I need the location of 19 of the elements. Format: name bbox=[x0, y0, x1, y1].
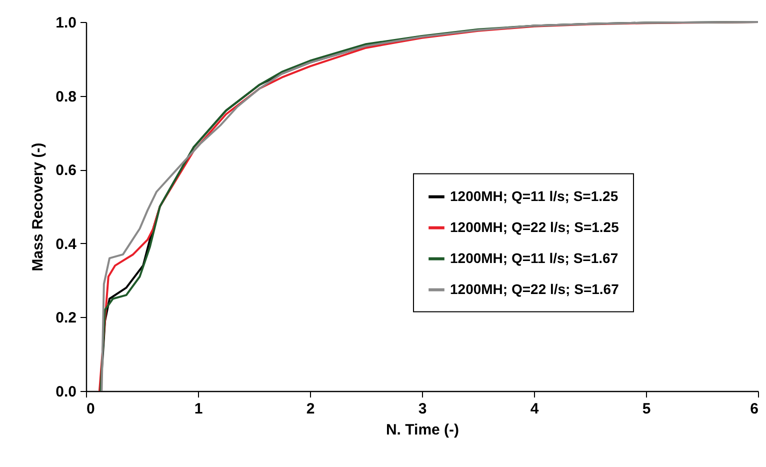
y-axis-title: Mass Recovery (-) bbox=[30, 142, 47, 272]
legend-label: 1200MH; Q=22 l/s; S=1.67 bbox=[450, 280, 620, 297]
x-tick-label: 5 bbox=[642, 400, 651, 418]
x-tick-label: 0 bbox=[86, 400, 95, 418]
y-tick-label: 1.0 bbox=[56, 14, 76, 32]
legend-label: 1200MH; Q=11 l/s; S=1.25 bbox=[450, 188, 618, 204]
y-tick-label: 0.6 bbox=[56, 162, 76, 180]
y-tick-label: 0.2 bbox=[56, 310, 76, 327]
x-tick-label: 1 bbox=[194, 400, 203, 418]
legend-label: 1200MH; Q=22 l/s; S=1.25 bbox=[450, 218, 620, 235]
x-axis-title: N. Time (-) bbox=[386, 422, 460, 438]
y-tick-label: 0.8 bbox=[56, 88, 76, 106]
x-tick-label: 6 bbox=[750, 400, 758, 418]
x-tick-label: 2 bbox=[306, 400, 315, 418]
x-tick-label: 4 bbox=[530, 400, 540, 418]
x-tick-label: 3 bbox=[418, 400, 427, 418]
y-tick-label: 0.4 bbox=[56, 236, 78, 253]
y-tick-label: 0.0 bbox=[56, 384, 76, 400]
legend-label: 1200MH; Q=11 l/s; S=1.67 bbox=[450, 250, 618, 266]
